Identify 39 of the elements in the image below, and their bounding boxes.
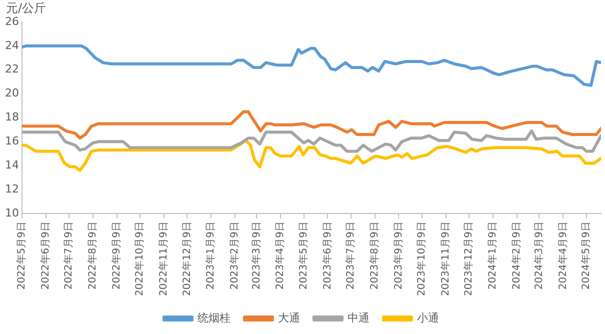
- legend-label: 统烟桂: [198, 311, 230, 324]
- x-tick-label: 2022年12月9日: [180, 221, 193, 296]
- x-tick-label: 2023年6月9日: [321, 221, 334, 290]
- x-tick-label: 2023年11月9日: [439, 221, 452, 296]
- x-tick-label: 2024年5月9日: [580, 221, 592, 290]
- x-tick-label: 2022年6月9日: [40, 221, 52, 290]
- legend-label: 中通: [348, 311, 370, 324]
- x-tick-label: 2022年7月9日: [62, 221, 75, 290]
- y-tick-label: 14: [4, 158, 19, 172]
- legend-label: 大通: [278, 311, 300, 324]
- y-tick-label: 16: [4, 134, 19, 148]
- x-tick-label: 2023年3月9日: [250, 221, 262, 290]
- y-tick-label: 22: [4, 62, 19, 76]
- y-tick-label: 18: [4, 110, 19, 124]
- x-tick-label: 2023年8月9日: [368, 221, 380, 290]
- y-tick-label: 10: [4, 206, 19, 220]
- x-tick-label: 2024年2月9日: [510, 221, 522, 290]
- x-tick-label: 2024年1月9日: [486, 221, 499, 290]
- x-tick-label: 2022年11月9日: [158, 221, 170, 296]
- y-tick-label: 24: [4, 38, 19, 52]
- y-axis-title: 元/公斤: [6, 1, 46, 16]
- x-tick-label: 2023年7月9日: [344, 221, 356, 290]
- x-tick-label: 2022年10月9日: [134, 221, 146, 296]
- x-tick-label: 2023年4月9日: [274, 221, 286, 290]
- x-tick-label: 2024年3月9日: [532, 221, 545, 290]
- y-tick-label: 26: [4, 14, 19, 28]
- x-tick-label: 2023年10月9日: [415, 221, 428, 296]
- y-tick-label: 20: [4, 86, 19, 100]
- x-tick-label: 2024年4月9日: [556, 221, 569, 290]
- x-tick-label: 2023年2月9日: [228, 221, 241, 290]
- x-tick-label: 2023年9月9日: [392, 221, 404, 290]
- x-tick-label: 2022年5月9日: [16, 221, 28, 290]
- legend-label: 小通: [417, 311, 439, 324]
- x-tick-label: 2022年9月9日: [110, 221, 123, 290]
- x-tick-label: 2023年5月9日: [297, 221, 310, 290]
- x-tick-label: 2023年1月9日: [204, 221, 217, 290]
- x-tick-label: 2022年8月9日: [86, 221, 99, 290]
- y-tick-label: 12: [4, 182, 19, 196]
- x-tick-label: 2023年12月9日: [462, 221, 475, 296]
